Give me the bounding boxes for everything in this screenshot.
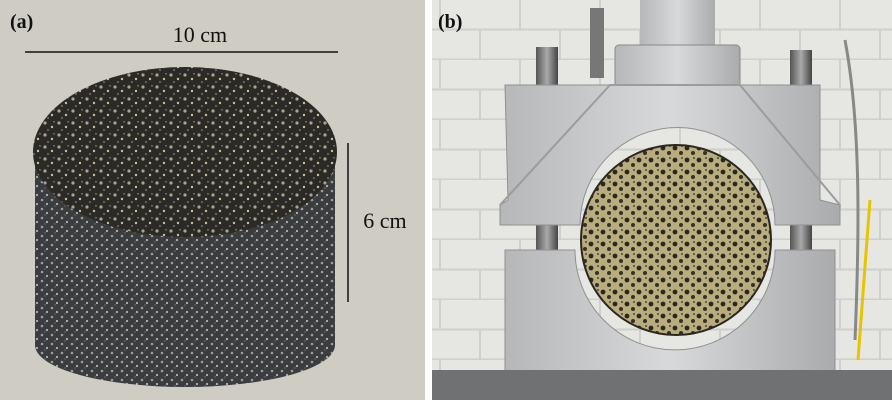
specimen bbox=[581, 145, 771, 335]
base bbox=[432, 370, 892, 400]
sensor bbox=[590, 8, 604, 78]
figure: (a) 10 cm 6 cm (b) bbox=[0, 0, 892, 400]
panel-label: (a) bbox=[10, 11, 33, 33]
panel-b: (b) bbox=[432, 0, 892, 400]
press-plate bbox=[615, 45, 740, 87]
annotation: 6 cm bbox=[363, 208, 406, 233]
annotation: 10 cm bbox=[173, 22, 227, 47]
press-column bbox=[640, 0, 715, 45]
specimen-top bbox=[33, 67, 337, 237]
panel-label: (b) bbox=[438, 11, 462, 33]
panel-a: (a) 10 cm 6 cm bbox=[0, 0, 425, 400]
